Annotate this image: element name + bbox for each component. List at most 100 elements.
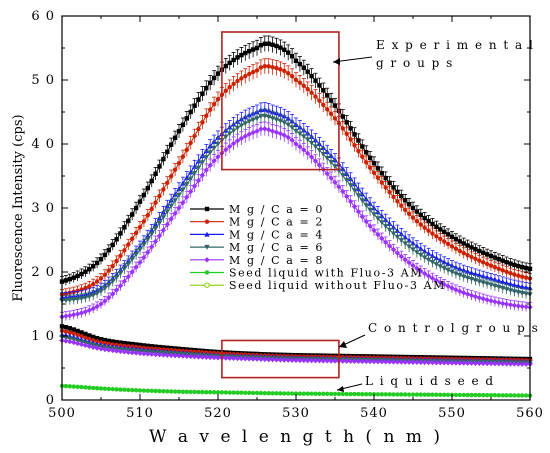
data-point — [442, 392, 447, 398]
data-point — [434, 392, 439, 397]
data-point — [262, 126, 268, 132]
data-point — [234, 355, 241, 362]
data-point — [67, 336, 73, 342]
data-point — [277, 118, 284, 124]
data-point — [152, 238, 159, 245]
data-point — [429, 359, 436, 366]
data-point — [74, 311, 81, 317]
data-point — [235, 78, 240, 84]
data-point — [74, 296, 81, 302]
data-point — [453, 392, 459, 398]
data-point — [312, 357, 319, 364]
legend-entry-3: M g / C a = 6 — [190, 241, 322, 254]
data-point — [227, 84, 232, 90]
data-point — [195, 165, 202, 171]
data-point — [274, 391, 279, 396]
data-point — [67, 276, 72, 282]
data-point — [484, 297, 490, 303]
data-point — [371, 170, 377, 175]
data-point — [422, 359, 428, 366]
data-point — [106, 247, 111, 253]
data-point — [118, 231, 123, 236]
data-point — [305, 150, 311, 157]
legend-entry-0: M g / C a = 0 — [190, 203, 322, 216]
data-point — [239, 52, 244, 58]
data-point — [348, 391, 353, 397]
x-tick-label: 500 — [48, 406, 76, 421]
data-point — [359, 191, 365, 197]
data-point — [364, 150, 369, 155]
data-point — [429, 260, 436, 265]
data-point — [110, 279, 116, 285]
data-point — [340, 114, 345, 119]
data-point — [254, 116, 260, 122]
data-point — [387, 180, 392, 186]
data-point — [386, 227, 393, 233]
data-point — [195, 177, 202, 184]
x-tick-label: 560 — [516, 406, 544, 421]
data-point — [410, 359, 416, 365]
data-point — [441, 360, 447, 366]
data-point — [278, 45, 283, 50]
data-point — [359, 198, 365, 204]
data-point — [297, 144, 303, 150]
data-point — [515, 283, 521, 289]
data-point — [145, 351, 151, 357]
annotation-arrowhead — [333, 58, 340, 65]
data-point — [79, 271, 84, 277]
data-point — [418, 212, 423, 218]
data-point — [145, 343, 150, 349]
data-point — [473, 247, 478, 252]
data-point — [434, 234, 439, 239]
data-point — [468, 270, 475, 275]
data-point — [457, 248, 462, 254]
data-point — [379, 220, 385, 226]
data-point — [258, 390, 264, 396]
data-point — [308, 154, 315, 160]
data-point — [91, 385, 96, 391]
data-point — [316, 162, 323, 168]
data-point — [141, 343, 147, 348]
data-point — [184, 389, 189, 395]
data-point — [75, 332, 80, 338]
data-point — [449, 285, 455, 291]
data-point — [188, 353, 194, 360]
data-point — [63, 278, 69, 283]
data-point — [246, 356, 252, 362]
data-point — [437, 279, 443, 286]
data-point — [98, 276, 104, 281]
data-point — [83, 331, 88, 337]
data-point — [110, 263, 115, 269]
data-point — [180, 187, 186, 193]
data-point — [469, 254, 474, 260]
data-point — [418, 222, 423, 227]
data-point — [340, 126, 345, 131]
data-point — [473, 392, 478, 398]
data-point — [262, 63, 267, 69]
data-point — [289, 74, 295, 79]
data-point — [94, 260, 100, 266]
data-point — [484, 360, 490, 367]
data-point — [321, 88, 326, 93]
data-point — [133, 342, 139, 347]
highlight-boxes — [221, 31, 340, 379]
data-point — [130, 236, 135, 242]
data-point — [437, 264, 443, 270]
data-point — [515, 303, 521, 309]
data-point — [114, 258, 119, 264]
data-point — [316, 358, 323, 364]
data-point — [250, 356, 256, 362]
data-point — [476, 272, 482, 278]
data-point — [394, 359, 401, 365]
y-tick-label: 1 0 — [31, 329, 55, 344]
data-point — [386, 243, 393, 249]
data-point — [266, 356, 272, 363]
data-point — [398, 359, 404, 365]
data-point — [211, 158, 217, 164]
data-point — [520, 264, 525, 270]
data-point — [191, 163, 198, 169]
data-point — [383, 239, 389, 246]
data-point — [464, 268, 471, 274]
data-point — [254, 390, 260, 396]
data-point — [247, 71, 252, 77]
